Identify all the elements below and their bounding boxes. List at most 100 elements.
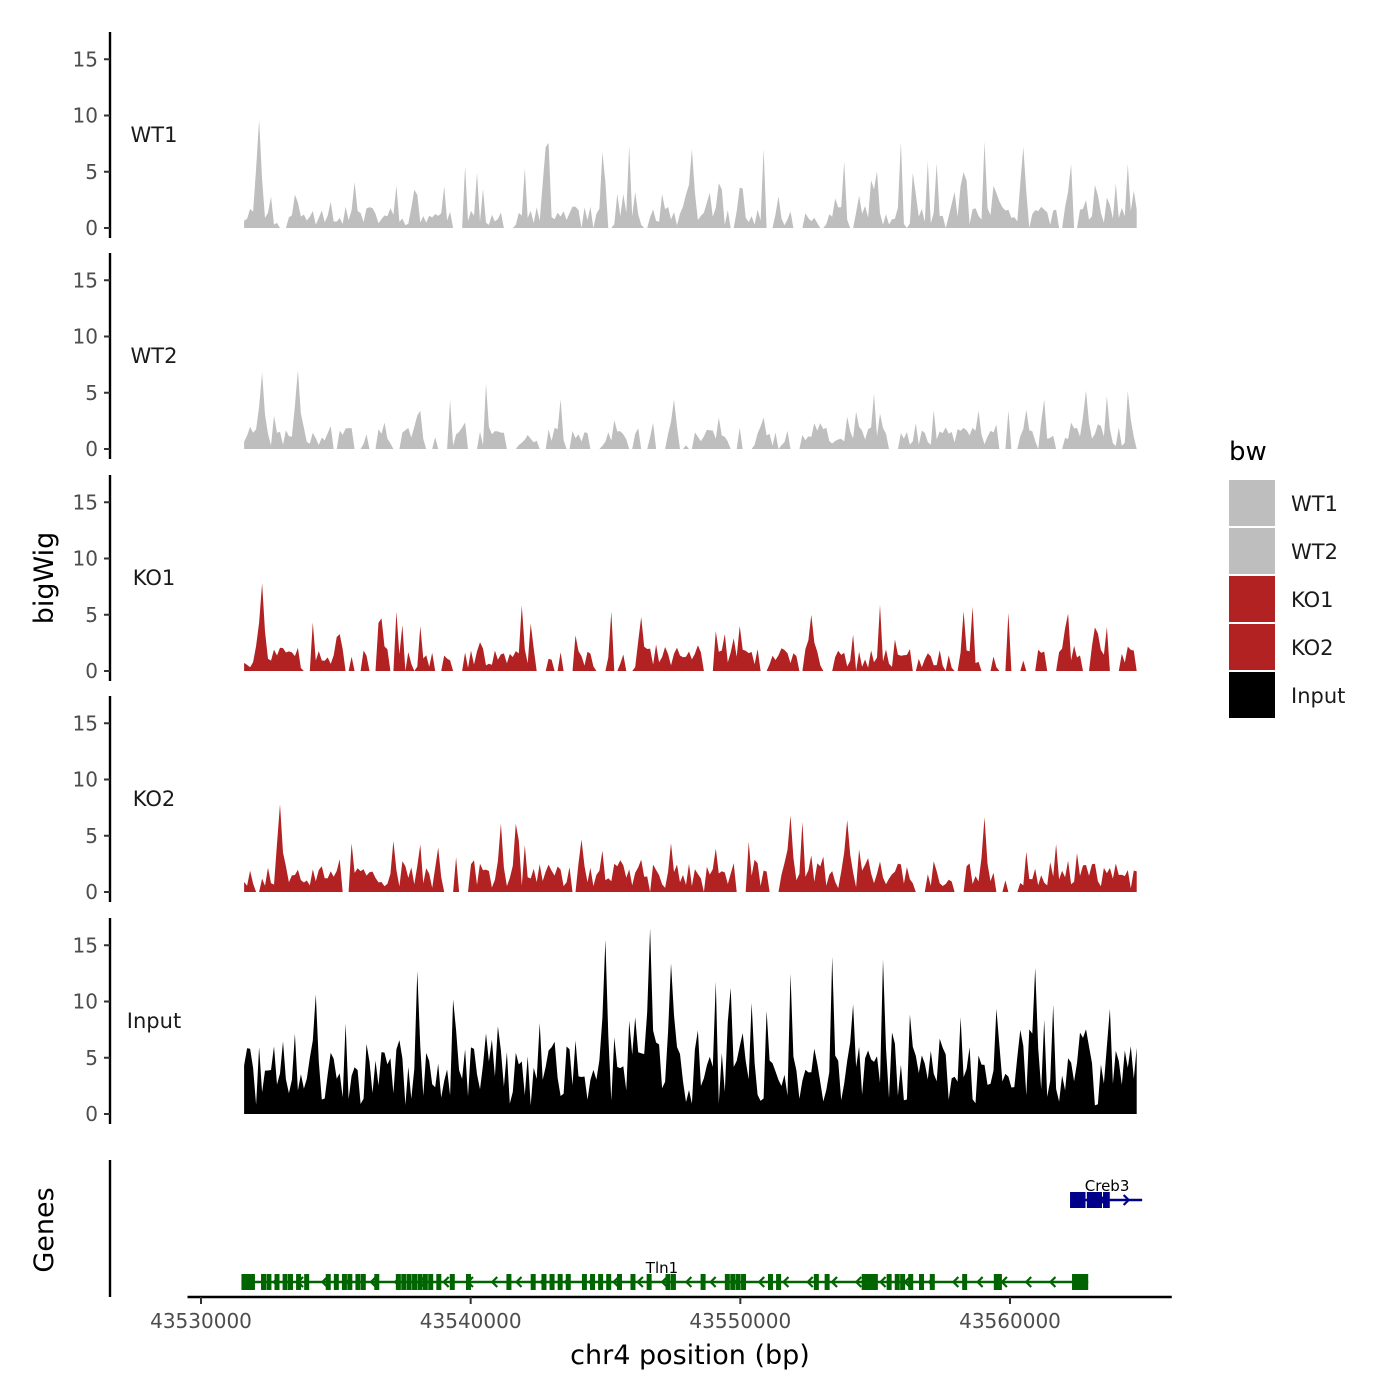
gene-exon [412, 1274, 418, 1290]
gene-exon [606, 1274, 612, 1290]
gene-exon [1096, 1192, 1102, 1208]
gene-exon [908, 1274, 914, 1290]
y-tick-label: 0 [85, 216, 98, 240]
legend-key-ko1 [1229, 576, 1275, 622]
y-axis-title: bigWig [29, 532, 60, 625]
strand-arrow [320, 1276, 329, 1288]
gene-exon [287, 1274, 293, 1290]
gene-exon [436, 1274, 442, 1290]
gene-exon [861, 1274, 878, 1290]
signal-tracks: 0 5 10 15 WT1 0 5 10 15 WT2 0 5 10 15 KO1 0 5 10 15 KO2 0 5 10… [73, 32, 1137, 1126]
gene-exon [900, 1274, 906, 1290]
gene-exon [261, 1274, 267, 1290]
y-tick-label: 15 [73, 47, 98, 71]
y-tick-label: 5 [85, 824, 98, 848]
gene-exon [506, 1274, 512, 1290]
gene-exon [590, 1274, 596, 1290]
signal-area-ko2 [244, 804, 1137, 892]
gene-exon [735, 1274, 741, 1290]
gene-exon [449, 1274, 455, 1290]
gene-exon [428, 1274, 434, 1290]
strand-arrow [442, 1276, 450, 1288]
gene-exon [395, 1274, 401, 1290]
strand-arrow [684, 1276, 693, 1288]
gene-exon [646, 1274, 652, 1290]
y-tick-label: 5 [85, 381, 98, 405]
gene-exon [919, 1274, 925, 1290]
track-wt1: 0 5 10 15 WT1 [73, 32, 1137, 240]
legend-label-wt1: WT1 [1291, 492, 1338, 516]
strand-arrow [369, 1276, 377, 1288]
strand-arrow [806, 1276, 814, 1288]
track-ko2: 0 5 10 15 KO2 [73, 696, 1137, 904]
y-tick-label: 0 [85, 437, 98, 461]
strand-arrow [636, 1276, 644, 1288]
gene-exon [616, 1274, 622, 1290]
gene-exon [341, 1274, 347, 1290]
strand-arrow [514, 1276, 523, 1288]
signal-area-wt2 [244, 370, 1137, 449]
gene-label-tln1: Tln1 [645, 1259, 678, 1277]
y-tick-label: 10 [73, 990, 98, 1014]
legend: bw WT1 WT2 KO1 KO2 Input [1229, 437, 1345, 718]
y-tick-label: 0 [85, 1102, 98, 1126]
gene-exon [347, 1274, 353, 1290]
legend-label-input: Input [1291, 684, 1345, 708]
gene-exon [813, 1274, 819, 1290]
strand-arrow [951, 1276, 960, 1288]
gene-exon [557, 1274, 563, 1290]
x-tick-label: 43530000 [150, 1309, 252, 1333]
legend-key-wt2 [1229, 528, 1275, 574]
track-label-input: Input [127, 1009, 181, 1033]
x-tick-label: 43550000 [689, 1309, 791, 1333]
gene-exon [417, 1274, 423, 1290]
y-tick-label: 5 [85, 160, 98, 184]
legend-label-ko2: KO2 [1291, 636, 1334, 660]
track-ko1: 0 5 10 15 KO1 [73, 475, 1137, 683]
gene-exon [1070, 1192, 1076, 1208]
y-tick-label: 10 [73, 547, 98, 571]
y-tick-label: 0 [85, 659, 98, 683]
gene-exon [962, 1274, 968, 1290]
legend-label-wt2: WT2 [1291, 540, 1338, 564]
gene-exon [776, 1274, 782, 1290]
strand-arrow [879, 1276, 887, 1288]
gene-exon [824, 1274, 830, 1290]
signal-area-ko1 [244, 583, 1137, 671]
x-axis-title: chr4 position (bp) [570, 1340, 810, 1371]
y-tick-label: 15 [73, 268, 98, 292]
gene-exon [266, 1274, 272, 1290]
gene-exon [282, 1274, 288, 1290]
gene-exon [274, 1274, 280, 1290]
y-tick-label: 15 [73, 711, 98, 735]
y-tick-label: 0 [85, 880, 98, 904]
signal-area-wt1 [244, 120, 1137, 228]
gene-exon [730, 1274, 736, 1290]
strand-arrow [709, 1276, 717, 1288]
gene-exon [355, 1274, 361, 1290]
strand-arrow [490, 1276, 499, 1288]
y-tick-label: 10 [73, 325, 98, 349]
y-tick-label: 10 [73, 768, 98, 792]
gene-exon [724, 1274, 730, 1290]
gene-exon [767, 1274, 773, 1290]
gene-exon [665, 1274, 671, 1290]
strand-arrow [1048, 1276, 1057, 1288]
strand-arrow [1024, 1276, 1032, 1288]
gene-exon [1103, 1192, 1110, 1208]
gene-exon [541, 1274, 547, 1290]
gene-exon [333, 1274, 339, 1290]
legend-key-input [1229, 672, 1275, 718]
gene-exon [549, 1274, 555, 1290]
strand-arrow [854, 1276, 863, 1288]
track-input: 0 5 10 15 Input [73, 918, 1137, 1126]
gene-exon [581, 1274, 587, 1290]
strand-arrow [976, 1276, 984, 1288]
gene-exon [886, 1274, 892, 1290]
gene-exon [630, 1274, 636, 1290]
strand-arrow [660, 1276, 668, 1288]
gene-exon [1072, 1274, 1089, 1290]
gene-exon [894, 1274, 900, 1290]
y-tick-label: 15 [73, 933, 98, 957]
